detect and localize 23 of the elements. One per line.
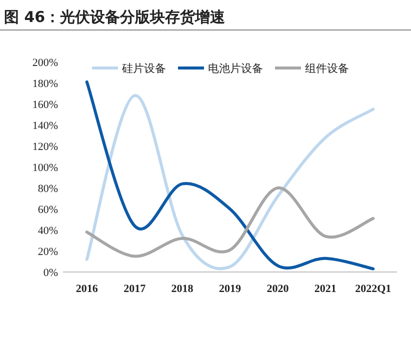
y-tick-label: 140% [32,120,58,132]
x-tick-label: 2018 [171,283,194,295]
chart-title: 图 46：光伏设备分版块存货增速 [4,8,226,26]
y-tick-label: 80% [38,183,58,195]
y-tick-label: 100% [32,162,58,174]
y-tick-label: 120% [32,141,58,153]
y-tick-label: 200% [32,57,58,69]
x-tick-label: 2017 [124,283,146,295]
x-tick-label: 2016 [76,283,98,295]
y-tick-label: 40% [38,225,58,237]
y-tick-label: 60% [38,204,58,216]
legend-label: 电池片设备 [208,62,263,75]
x-tick-label: 2020 [266,283,290,295]
y-tick-label: 160% [32,99,58,111]
y-tick-label: 20% [38,246,58,258]
x-tick-label: 2022Q1 [355,283,392,295]
legend-label: 组件设备 [305,62,349,75]
x-tick-label: 2019 [219,283,242,295]
y-tick-label: 0% [43,267,58,279]
x-tick-label: 2021 [314,283,336,295]
line-series [85,186,375,258]
legend-label: 硅片设备 [121,62,166,75]
y-tick-label: 180% [32,78,58,90]
